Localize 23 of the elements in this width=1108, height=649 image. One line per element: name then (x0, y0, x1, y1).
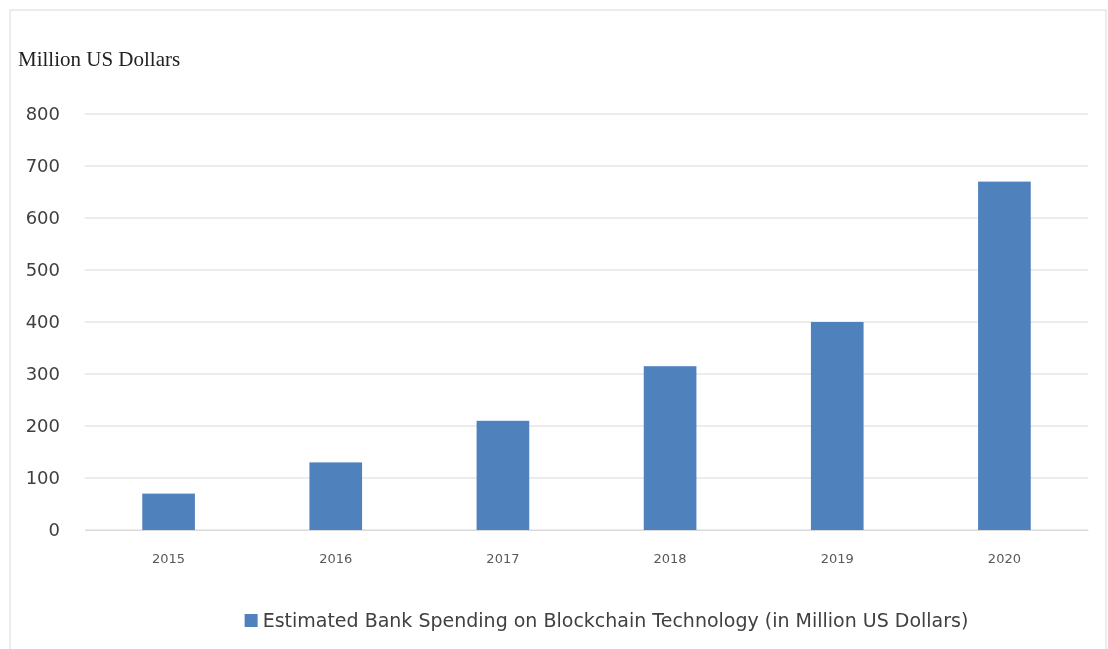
y-tick-label: 200 (25, 415, 60, 437)
y-tick-label: 100 (25, 467, 60, 489)
y-tick-label: 500 (25, 259, 60, 281)
y-axis-title: Million US Dollars (18, 47, 181, 71)
y-tick-label: 300 (25, 363, 60, 385)
y-tick-label: 700 (25, 155, 60, 177)
legend-label: Estimated Bank Spending on Blockchain Technology (in Million US Dollars) (262, 609, 969, 631)
x-tick-label: 2018 (653, 551, 687, 566)
y-tick-label: 0 (48, 519, 60, 541)
y-tick-label: 400 (25, 311, 60, 333)
bar (142, 493, 195, 530)
y-tick-label: 800 (25, 103, 60, 125)
x-tick-label: 2015 (152, 551, 186, 566)
x-tick-label: 2017 (486, 551, 520, 566)
bar (476, 420, 530, 530)
bar (810, 322, 864, 530)
y-tick-label: 600 (25, 207, 60, 229)
x-tick-label: 2019 (820, 551, 854, 566)
bar (643, 366, 697, 530)
bar (978, 181, 1031, 530)
x-tick-label: 2020 (987, 551, 1021, 566)
x-tick-label: 2016 (319, 551, 353, 566)
bar (309, 462, 363, 530)
